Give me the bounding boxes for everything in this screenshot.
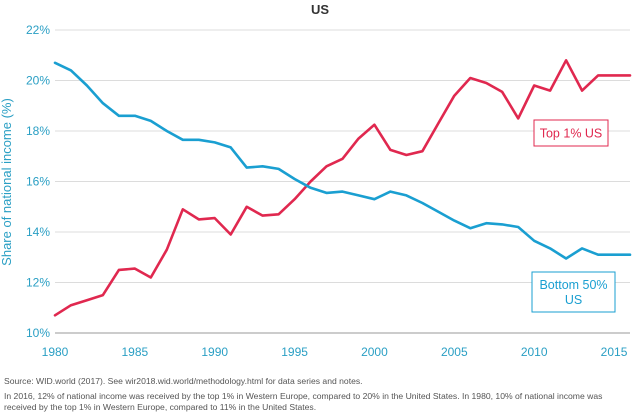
x-tick-label: 2015 (601, 345, 628, 359)
y-tick-label: 16% (26, 175, 50, 189)
line-chart: US 10% 12% 14% 16% 18% 20% 22% 1980 1985 1990 199… (0, 2, 632, 359)
chart-title: US (311, 2, 329, 17)
x-tick-label: 1995 (281, 345, 308, 359)
y-axis-ticks: 10% 12% 14% 16% 18% 20% 22% (26, 23, 50, 340)
series-line-bottom50 (53, 61, 632, 260)
y-tick-label: 20% (26, 74, 50, 88)
x-tick-label: 2005 (441, 345, 468, 359)
series-line-top1 (53, 58, 632, 317)
y-tick-label: 14% (26, 225, 50, 239)
series-lines (53, 58, 632, 317)
x-tick-label: 1980 (42, 345, 69, 359)
annotation-top1-box (533, 119, 609, 147)
annotation-bottom50-line2: US (565, 293, 582, 307)
annotation-top1-label: Top 1% US (540, 127, 603, 141)
x-axis-ticks: 1980 1985 1990 1995 2000 2005 2010 2015 (42, 345, 628, 359)
annotation-bottom50-box (531, 271, 616, 313)
annotation-bottom50: Bottom 50% US (531, 271, 616, 313)
y-axis-label: Share of national income (%) (0, 98, 14, 266)
x-tick-label: 1990 (201, 345, 228, 359)
x-tick-label: 2000 (361, 345, 388, 359)
source-note: Source: WID.world (2017). See wir2018.wi… (4, 376, 363, 386)
footnote-text: In 2016, 12% of national income was rece… (4, 391, 603, 412)
x-tick-label: 1985 (122, 345, 149, 359)
annotation-top1: Top 1% US (533, 119, 609, 147)
y-tick-label: 10% (26, 326, 50, 340)
y-tick-label: 18% (26, 124, 50, 138)
x-tick-label: 2010 (521, 345, 548, 359)
y-tick-label: 22% (26, 23, 50, 37)
y-tick-label: 12% (26, 276, 50, 290)
annotation-bottom50-line1: Bottom 50% (539, 278, 607, 292)
